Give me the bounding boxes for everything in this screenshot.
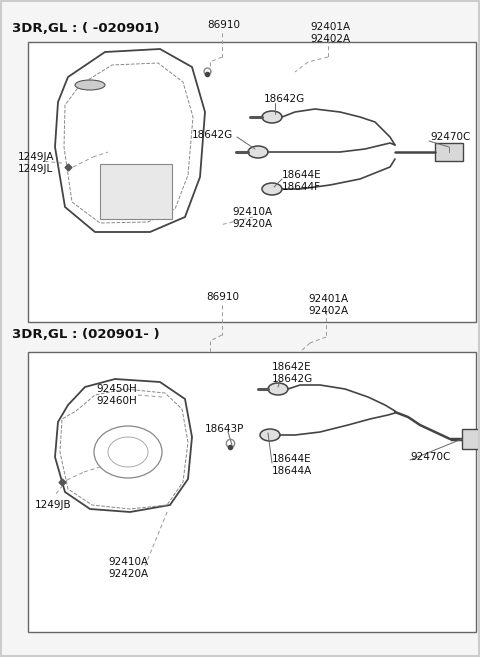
Ellipse shape [248, 146, 268, 158]
FancyBboxPatch shape [100, 164, 172, 219]
Ellipse shape [268, 383, 288, 395]
Text: 1249JB: 1249JB [35, 500, 72, 510]
Text: 92401A: 92401A [308, 294, 348, 304]
Bar [28, 352, 476, 632]
Ellipse shape [75, 80, 105, 90]
Text: 92402A: 92402A [310, 34, 350, 44]
Text: 92470C: 92470C [410, 452, 450, 462]
FancyBboxPatch shape [462, 429, 480, 449]
Ellipse shape [262, 183, 282, 195]
Text: 92460H: 92460H [96, 396, 137, 406]
Text: 92401A: 92401A [310, 22, 350, 32]
Text: 86910: 86910 [206, 292, 239, 302]
Text: 92420A: 92420A [232, 219, 272, 229]
Text: 92420A: 92420A [108, 569, 148, 579]
Text: 86910: 86910 [207, 20, 240, 30]
Text: 18642G: 18642G [272, 374, 313, 384]
Text: 18642E: 18642E [272, 362, 312, 372]
Text: 92450H: 92450H [96, 384, 137, 394]
Text: 18644F: 18644F [282, 182, 321, 192]
Text: 18644A: 18644A [272, 466, 312, 476]
Text: 18642G: 18642G [264, 94, 305, 104]
FancyBboxPatch shape [435, 143, 463, 161]
Text: 92402A: 92402A [308, 306, 348, 316]
Text: 18643P: 18643P [205, 424, 244, 434]
Text: 3DR,GL : (020901- ): 3DR,GL : (020901- ) [12, 328, 160, 342]
Text: 3DR,GL : ( -020901): 3DR,GL : ( -020901) [12, 22, 160, 35]
Bar [28, 42, 476, 322]
Text: 92410A: 92410A [232, 207, 272, 217]
Text: 92410A: 92410A [108, 557, 148, 567]
Text: 92470C: 92470C [430, 132, 470, 142]
Text: 1249JL: 1249JL [18, 164, 53, 174]
Text: 1249JA: 1249JA [18, 152, 55, 162]
Text: 18644E: 18644E [282, 170, 322, 180]
Text: 18642G: 18642G [192, 130, 233, 140]
Ellipse shape [260, 429, 280, 441]
Ellipse shape [262, 111, 282, 123]
Text: 18644E: 18644E [272, 454, 312, 464]
